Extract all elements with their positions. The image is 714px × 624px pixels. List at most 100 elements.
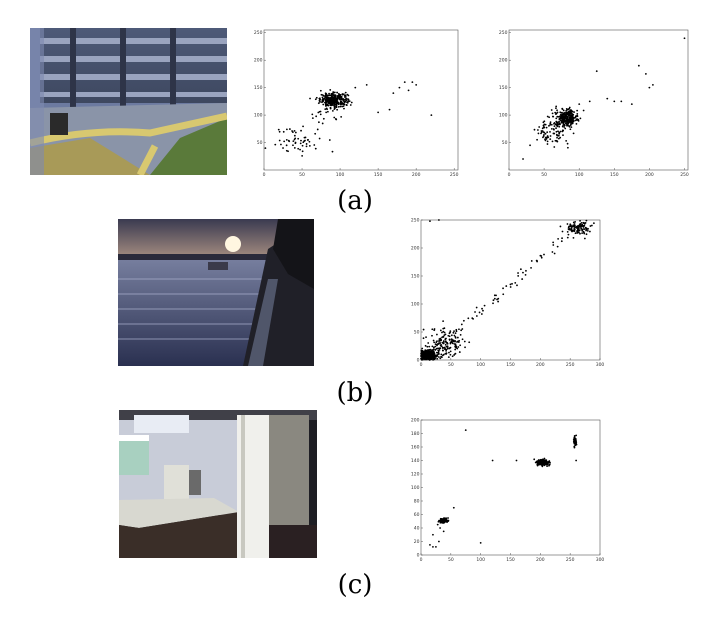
x-tick-label: 0 bbox=[420, 362, 423, 368]
x-tick-label: 200 bbox=[536, 557, 545, 563]
scatter-point bbox=[288, 140, 291, 143]
scatter-point bbox=[422, 352, 424, 355]
scatter-point bbox=[311, 117, 314, 120]
scatter-point bbox=[519, 268, 522, 271]
scatter-point bbox=[422, 337, 425, 340]
scatter-point bbox=[555, 107, 557, 110]
scatter-point bbox=[588, 100, 591, 103]
scatter-point bbox=[575, 122, 578, 125]
scatter-point bbox=[442, 347, 445, 349]
scatter-point bbox=[339, 105, 342, 108]
scatter-point bbox=[453, 354, 456, 356]
scatter-point bbox=[525, 269, 527, 272]
scatter-point bbox=[478, 311, 481, 314]
scatter-point bbox=[448, 339, 451, 341]
scatter-point bbox=[566, 230, 569, 233]
scatter-point bbox=[571, 118, 573, 120]
scatter-point bbox=[299, 142, 302, 145]
plot-frame bbox=[508, 29, 689, 171]
scatter-point bbox=[461, 328, 464, 330]
plot-frame bbox=[420, 419, 601, 556]
y-tick-label: 80 bbox=[414, 499, 420, 505]
scatter-point bbox=[578, 103, 581, 106]
scatter-point bbox=[517, 272, 519, 274]
scatter-point bbox=[558, 125, 561, 128]
scatter-point bbox=[327, 99, 330, 102]
scatter-point bbox=[585, 233, 588, 236]
scatter-point bbox=[589, 230, 591, 233]
scatter-point bbox=[549, 124, 552, 126]
scatter-point bbox=[567, 108, 570, 111]
scatter-point bbox=[578, 229, 581, 232]
scatter-point bbox=[424, 344, 427, 347]
scatter-point bbox=[454, 339, 456, 342]
y-tick-label: 100 bbox=[254, 113, 263, 119]
scatter-point bbox=[422, 356, 425, 359]
scatter-point bbox=[431, 334, 433, 337]
scatter-point bbox=[328, 99, 331, 101]
scatter-point bbox=[568, 116, 571, 119]
scatter-point bbox=[331, 101, 333, 104]
scatter-point bbox=[447, 519, 450, 522]
x-tick-label: 200 bbox=[645, 172, 654, 178]
scatter-point bbox=[452, 339, 455, 342]
scatter-point bbox=[300, 139, 302, 142]
scatter-point bbox=[326, 110, 329, 113]
scatter-plot-b: 0 50 100 150 200 250 300 0 50 100 150 200 250 bbox=[411, 218, 605, 369]
scatter-point bbox=[549, 135, 552, 137]
scatter-point bbox=[463, 340, 466, 343]
scatter-point bbox=[558, 120, 560, 123]
scatter-point bbox=[566, 223, 569, 225]
scatter-point bbox=[462, 319, 465, 322]
scatter-point bbox=[319, 101, 321, 103]
scatter-plot-a-left-svg: 0 50 100 150 200 250 50 100 150 200 250 bbox=[254, 29, 459, 178]
scatter-point bbox=[460, 329, 463, 332]
scatter-point bbox=[562, 121, 564, 124]
scatter-point bbox=[434, 345, 437, 348]
scatter-point bbox=[548, 124, 550, 127]
scatter-point bbox=[483, 304, 486, 307]
scatter-point bbox=[317, 102, 320, 105]
scatter-point bbox=[294, 131, 297, 134]
scatter-point bbox=[451, 342, 454, 345]
scatter-point bbox=[328, 139, 331, 141]
scatter-point bbox=[630, 103, 633, 106]
scatter-point bbox=[297, 137, 300, 140]
scatter-point bbox=[442, 530, 445, 533]
scatter-point bbox=[559, 117, 562, 120]
scatter-point bbox=[584, 222, 587, 224]
scatter-point bbox=[431, 351, 434, 353]
scatter-point bbox=[556, 109, 558, 112]
scatter-point bbox=[444, 340, 447, 343]
scatter-point bbox=[450, 340, 453, 342]
scatter-point bbox=[576, 230, 578, 232]
scatter-point bbox=[556, 134, 558, 137]
scatter-point bbox=[439, 527, 441, 529]
scatter-point bbox=[444, 337, 447, 340]
scatter-point bbox=[475, 315, 478, 317]
scatter-point bbox=[314, 132, 317, 135]
scatter-point bbox=[440, 345, 443, 348]
scatter-point bbox=[557, 137, 560, 140]
scatter-point bbox=[570, 229, 573, 232]
scatter-point bbox=[344, 98, 346, 101]
scatter-point bbox=[446, 521, 448, 524]
x-tick-label: 100 bbox=[476, 557, 485, 563]
scatter-point bbox=[453, 330, 455, 333]
scatter-point bbox=[315, 96, 318, 99]
scatter-point bbox=[350, 101, 353, 104]
scatter-point bbox=[427, 342, 430, 344]
scatter-point bbox=[533, 458, 536, 461]
y-tick-label: 150 bbox=[411, 274, 420, 280]
scatter-point bbox=[444, 343, 447, 346]
y-tick-label: 140 bbox=[411, 458, 420, 464]
scatter-point bbox=[333, 116, 336, 119]
scatter-point bbox=[458, 351, 461, 353]
scatter-point bbox=[459, 333, 462, 336]
scatter-point bbox=[278, 130, 281, 133]
x-tick-label: 50 bbox=[448, 362, 454, 368]
y-tick-label: 160 bbox=[411, 445, 420, 451]
scatter-point bbox=[577, 118, 580, 121]
scatter-point bbox=[565, 139, 568, 142]
scatter-point bbox=[301, 154, 304, 157]
